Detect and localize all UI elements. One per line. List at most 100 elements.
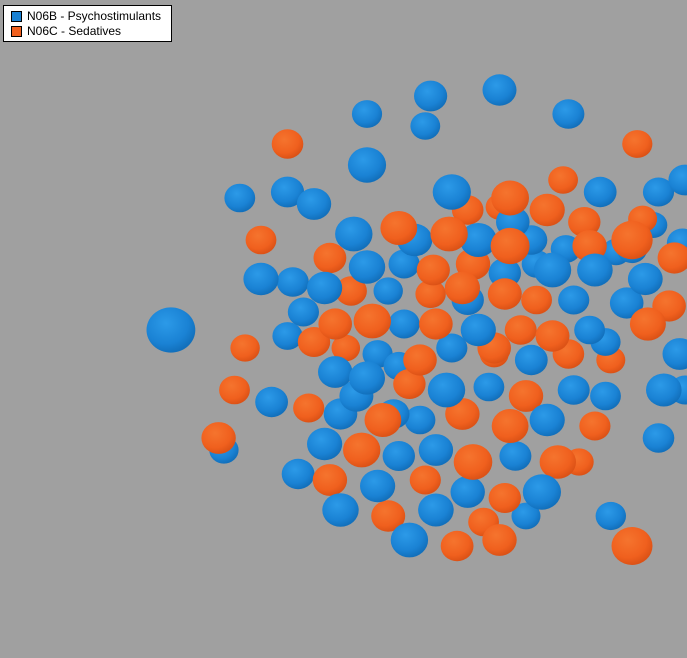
point-psychostimulant <box>270 176 305 208</box>
point-psychostimulant <box>255 386 288 418</box>
point-sedative <box>371 500 406 532</box>
point-psychostimulant <box>224 183 256 213</box>
point-psychostimulant <box>557 375 590 405</box>
point-sedative <box>403 344 437 376</box>
point-sedative <box>611 527 653 565</box>
point-psychostimulant <box>296 188 332 220</box>
point-sedative <box>335 276 367 306</box>
point-sedative <box>219 375 250 405</box>
point-psychostimulant <box>668 164 687 196</box>
point-sedative <box>415 279 446 309</box>
point-sedative <box>491 180 529 216</box>
point-sedative <box>380 211 418 245</box>
point-psychostimulant <box>388 309 420 339</box>
point-psychostimulant <box>642 177 675 207</box>
point-sedative <box>271 129 304 159</box>
point-psychostimulant <box>307 271 343 305</box>
point-psychostimulant <box>642 423 675 453</box>
data-points <box>146 74 687 565</box>
point-sedative <box>353 303 391 339</box>
point-psychostimulant <box>595 501 626 531</box>
point-sedative <box>297 327 331 357</box>
point-psychostimulant <box>499 441 532 471</box>
point-psychostimulant <box>349 361 385 395</box>
legend: N06B - Psychostimulants N06C - Sedatives <box>3 5 172 42</box>
point-psychostimulant <box>146 307 196 353</box>
point-psychostimulant <box>281 458 315 490</box>
point-sedative <box>364 403 402 437</box>
point-sedative <box>657 242 687 274</box>
point-psychostimulant <box>533 252 572 288</box>
point-sedative <box>611 220 653 260</box>
point-sedative <box>293 393 325 423</box>
point-sedative <box>312 464 348 496</box>
point-psychostimulant <box>382 441 415 471</box>
point-sedative <box>488 483 521 513</box>
point-psychostimulant <box>577 253 613 287</box>
point-sedative <box>419 308 453 340</box>
point-psychostimulant <box>574 315 605 345</box>
point-sedative <box>629 307 666 341</box>
point-psychostimulant <box>627 262 663 296</box>
point-sedative <box>622 130 653 158</box>
point-sedative <box>343 432 381 468</box>
legend-label: N06B - Psychostimulants <box>27 9 162 23</box>
point-psychostimulant <box>459 223 497 257</box>
point-sedative <box>445 398 480 430</box>
point-psychostimulant <box>646 373 682 407</box>
point-psychostimulant <box>404 405 436 435</box>
point-psychostimulant <box>482 74 517 106</box>
point-psychostimulant <box>529 403 565 437</box>
point-sedative <box>440 530 474 562</box>
point-sedative <box>548 166 578 194</box>
point-psychostimulant <box>373 277 403 305</box>
point-psychostimulant <box>410 112 441 140</box>
point-sedative <box>579 411 611 441</box>
point-psychostimulant <box>414 80 448 112</box>
point-sedative <box>313 242 347 274</box>
point-psychostimulant <box>450 476 485 508</box>
point-psychostimulant <box>436 333 468 363</box>
point-psychostimulant <box>276 267 309 297</box>
point-psychostimulant <box>460 313 496 347</box>
point-psychostimulant <box>583 176 617 208</box>
point-sedative <box>245 225 277 255</box>
point-sedative <box>230 334 260 362</box>
point-sedative <box>331 334 361 362</box>
point-sedative <box>490 227 530 265</box>
point-psychostimulant <box>590 381 621 411</box>
point-psychostimulant <box>522 474 562 510</box>
point-sedative <box>409 465 441 495</box>
point-psychostimulant <box>351 100 383 128</box>
point-sedative <box>504 315 537 345</box>
point-psychostimulant <box>390 522 429 558</box>
point-psychostimulant <box>427 372 466 408</box>
point-sedative <box>416 254 450 286</box>
point-sedative <box>508 380 544 412</box>
point-psychostimulant <box>318 356 353 388</box>
point-psychostimulant <box>347 147 387 183</box>
point-sedative <box>453 444 493 480</box>
point-psychostimulant <box>272 322 303 350</box>
point-psychostimulant <box>662 338 687 370</box>
point-sedative <box>482 524 517 556</box>
point-sedative <box>444 271 480 305</box>
point-psychostimulant <box>432 174 471 210</box>
point-psychostimulant <box>360 469 396 503</box>
point-sedative <box>491 409 529 443</box>
point-psychostimulant <box>609 287 644 319</box>
point-sedative <box>430 216 468 252</box>
point-psychostimulant <box>514 344 548 376</box>
legend-label: N06C - Sedatives <box>27 24 122 38</box>
point-psychostimulant <box>348 250 386 284</box>
point-sedative <box>318 308 353 340</box>
point-sedative <box>393 369 426 399</box>
legend-item-sedatives: N06C - Sedatives <box>11 24 171 39</box>
point-sedative <box>529 193 565 227</box>
point-psychostimulant <box>552 99 585 129</box>
point-psychostimulant <box>418 493 454 527</box>
point-sedative <box>535 320 570 352</box>
legend-item-psychostimulants: N06B - Psychostimulants <box>11 9 171 24</box>
point-psychostimulant <box>287 297 319 327</box>
